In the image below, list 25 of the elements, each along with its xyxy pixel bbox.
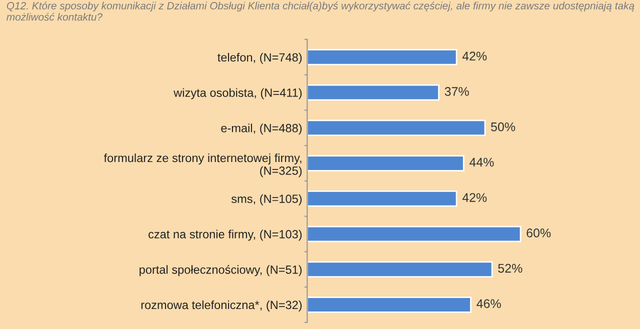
y-tick-label: rozmowa telefoniczna*, (N=32) — [141, 300, 302, 312]
y-tick-label: czat na stronie firmy, (N=103) — [148, 230, 302, 241]
data-label: 42% — [462, 193, 487, 202]
bar — [307, 190, 458, 207]
y-tick-label: wizyta osobista, (N=411) — [174, 88, 302, 100]
bar — [307, 49, 458, 66]
bar — [307, 296, 472, 313]
data-label: 42% — [462, 52, 487, 60]
data-label: 50% — [491, 122, 516, 132]
y-tick-label: e-mail, (N=488) — [221, 124, 302, 135]
data-label: 44% — [469, 158, 494, 167]
bar — [307, 84, 440, 101]
bar — [307, 226, 522, 242]
y-tick-label: sms, (N=105) — [231, 194, 302, 206]
data-label: 46% — [476, 299, 501, 308]
bar — [307, 155, 464, 172]
data-label: 37% — [444, 87, 469, 96]
y-tick-label: formularz ze strony internetowej firmy, (N=325) — [104, 153, 302, 178]
data-label: 60% — [526, 228, 551, 238]
data-label: 52% — [498, 264, 522, 273]
bar — [307, 261, 493, 278]
y-tick-label: portal społecznościowy, (N=51) — [140, 265, 302, 276]
y-tick-label: telefon, (N=748) — [218, 52, 302, 64]
chart-title: Q12. Które sposoby komunikacji z Działami Obsługi Klienta chciał(a)byś wykorzystywać częściej, ale firmy nie zawsze udostępniają taką możliwość kontaktu? — [6, 2, 634, 21]
bar — [307, 120, 486, 136]
